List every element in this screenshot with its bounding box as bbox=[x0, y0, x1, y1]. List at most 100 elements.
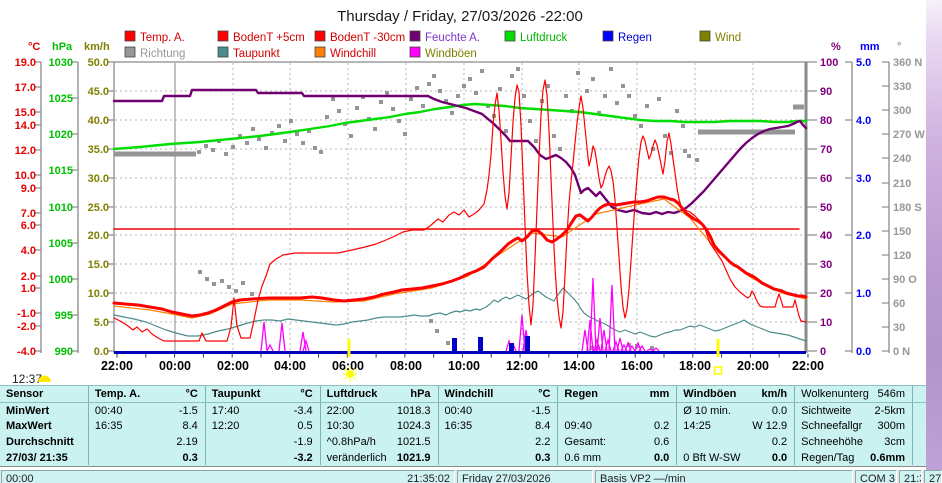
direction-dot bbox=[597, 111, 601, 115]
cell-time: Regen bbox=[564, 388, 599, 400]
status-text: Basis VP2 —/min bbox=[600, 473, 686, 483]
legend-item-bodent-5cm bbox=[217, 30, 229, 42]
axis-tick-label: 17.0 bbox=[15, 82, 36, 94]
axis-tick-label: 20 bbox=[820, 288, 832, 300]
table-cell: 09:40 0.2 bbox=[557, 418, 676, 435]
axis-tick-label: 1015 bbox=[49, 165, 73, 177]
table-row: MinWert 00:40 -1.5 17:40 -3.4 22:00 1018.3 00:4… bbox=[0, 403, 926, 419]
table-filler bbox=[912, 434, 926, 450]
legend-label: Regen bbox=[618, 32, 652, 44]
axis-tick-label: 15.0 bbox=[88, 259, 109, 271]
direction-dot bbox=[355, 106, 359, 110]
direction-dot bbox=[289, 119, 293, 123]
axis-tick-label: 90 bbox=[820, 86, 832, 98]
cell-value: °C bbox=[538, 388, 551, 400]
table-cell: 16:35 8.4 bbox=[87, 418, 205, 435]
legend-swatch bbox=[217, 30, 229, 42]
axis-tick-label: 12.0 bbox=[15, 145, 36, 157]
cell-value: 300m bbox=[877, 420, 906, 433]
direction-dot bbox=[427, 82, 431, 86]
direction-dot bbox=[585, 89, 589, 93]
cell-time: 17:40 bbox=[211, 404, 240, 417]
direction-dot bbox=[373, 127, 377, 131]
direction-dot bbox=[552, 134, 556, 138]
direction-dot bbox=[633, 114, 637, 118]
direction-dot bbox=[264, 146, 268, 150]
desktop-wallpaper-strip bbox=[926, 0, 942, 470]
table-row: 27/03/ 21:35 0.3 -3.2 veränderlich 1021.9 0.3… bbox=[0, 449, 926, 466]
axis-unit-kmh: km/h bbox=[84, 41, 110, 53]
direction-dot bbox=[257, 137, 261, 141]
axis-hPa bbox=[72, 61, 79, 353]
direction-dot bbox=[283, 139, 287, 143]
table-cell: 10:30 1024.3 bbox=[319, 418, 438, 435]
legend-swatch bbox=[409, 30, 421, 42]
cell-time: 14:25 bbox=[683, 420, 711, 433]
legend-label: Temp. A. bbox=[140, 32, 185, 44]
direction-dot bbox=[224, 152, 228, 156]
cell-time: 12:20 bbox=[211, 420, 240, 433]
axis-tick-label: 990 bbox=[55, 346, 73, 358]
table-cell: 0.3 bbox=[87, 449, 205, 466]
cell-time: Schneefallgr bbox=[801, 420, 863, 433]
axis-degC bbox=[35, 61, 42, 353]
direction-dot bbox=[307, 129, 311, 133]
cell-value: 0.6 bbox=[653, 435, 670, 448]
cell-value: °C bbox=[300, 388, 313, 400]
direction-dot bbox=[609, 67, 613, 71]
weather-chart-svg: Thursday / Friday, 27/03/2026 -22:00 Temp… bbox=[12, 8, 925, 385]
direction-dot bbox=[621, 84, 625, 88]
cell-value: mm bbox=[649, 388, 670, 400]
axis-tick-label: 40 bbox=[820, 230, 832, 242]
direction-dot bbox=[456, 94, 460, 98]
direction-dot bbox=[663, 134, 667, 138]
sun-ray bbox=[353, 368, 356, 371]
cell-time: Temp. A. bbox=[94, 388, 141, 400]
x-axis-label: 02:00 bbox=[217, 359, 249, 373]
axis-percent bbox=[805, 61, 817, 353]
legend-item-wind bbox=[699, 30, 711, 42]
direction-dot bbox=[421, 104, 425, 108]
direction-dot bbox=[250, 292, 254, 296]
direction-dot bbox=[409, 97, 413, 101]
status-segment: 27/03/2026 bbox=[924, 470, 942, 483]
cell-value: 8.4 bbox=[535, 420, 551, 433]
cell-time: Ø 10 min. bbox=[683, 404, 731, 417]
status-segment: Basis VP2 —/min bbox=[595, 470, 853, 483]
legend-item-feuchte-a- bbox=[409, 30, 421, 42]
legend-label: Taupunkt bbox=[233, 48, 280, 60]
cell-value: 0.5 bbox=[297, 420, 313, 433]
cell-time: Schneehöhe bbox=[801, 435, 863, 448]
axis-tick-label: 35.0 bbox=[88, 144, 109, 156]
direction-dot bbox=[313, 146, 317, 150]
table-cell: 17:40 -3.4 bbox=[204, 403, 320, 419]
axis-tick-label: 2.0 bbox=[856, 230, 871, 242]
axis-tick-label: 1.0 bbox=[21, 283, 36, 295]
cell-time: 09:40 bbox=[564, 420, 592, 433]
direction-dot bbox=[205, 277, 209, 281]
axis-tick-label: 330 bbox=[893, 81, 911, 93]
series-feuchte-a- bbox=[112, 88, 808, 216]
cell-value: W 12.9 bbox=[752, 420, 788, 433]
direction-dot bbox=[528, 119, 532, 123]
axis-tick-label: 100 bbox=[820, 57, 838, 69]
table-filler bbox=[912, 449, 926, 466]
table-row-label: Sensor bbox=[6, 388, 44, 400]
gust-spike bbox=[581, 329, 589, 352]
table-cell: 0 Bft W-SW 0.0 bbox=[676, 449, 794, 466]
cell-value: °C bbox=[185, 388, 198, 400]
direction-dot bbox=[683, 149, 687, 153]
direction-dot bbox=[468, 77, 472, 81]
sunrise-sun-icon bbox=[343, 367, 357, 381]
gust-spike bbox=[260, 321, 268, 352]
cell-value: 1021.5 bbox=[396, 435, 431, 448]
cell-value: 8.4 bbox=[182, 420, 198, 433]
cell-time: 0 Bft W-SW bbox=[683, 451, 741, 464]
table-row-label: 27/03/ 21:35 bbox=[6, 451, 68, 464]
cell-time: Luftdruck bbox=[326, 388, 378, 400]
series-windchill bbox=[113, 198, 807, 319]
direction-dot bbox=[220, 279, 224, 283]
axis-tick-label: 1.0 bbox=[856, 288, 871, 300]
axis-tick-label: 10.0 bbox=[88, 288, 109, 300]
cell-value: 0.0 bbox=[653, 451, 670, 464]
